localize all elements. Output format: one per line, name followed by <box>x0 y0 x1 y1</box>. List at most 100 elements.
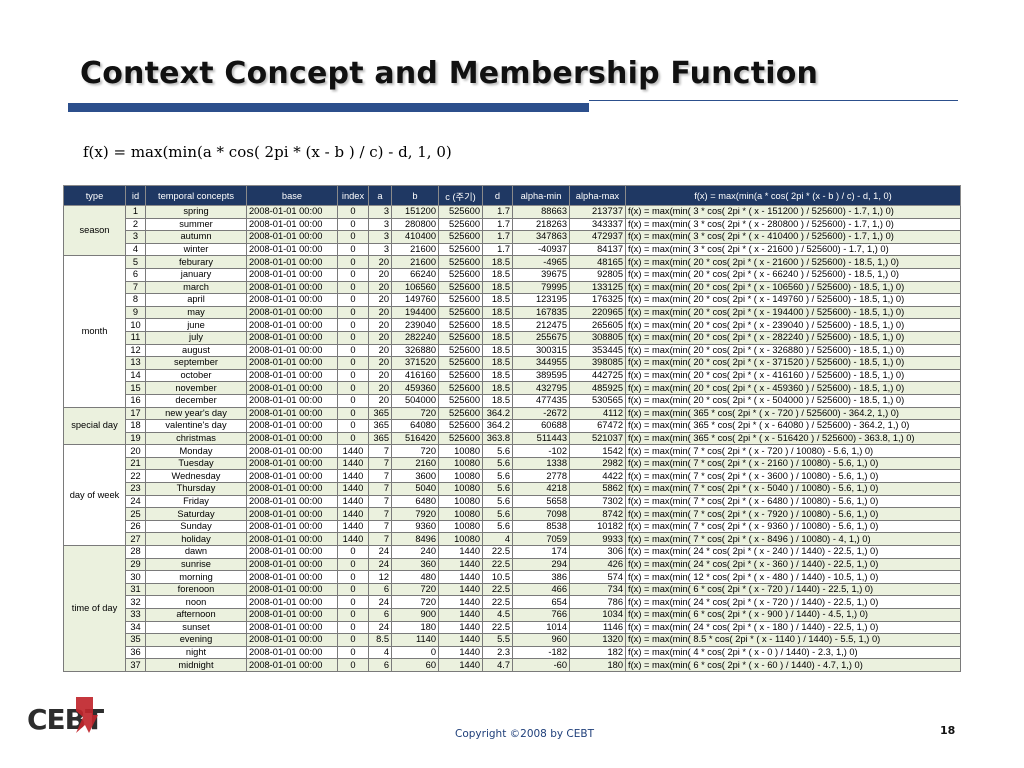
row-b-cell: 720 <box>391 595 439 609</box>
table-row: 13 september 2008-01-01 00:00 0 20 371520 5256… <box>64 356 961 370</box>
row-base-cell: 2008-01-01 00:00 <box>246 469 338 484</box>
row-alpha-min-cell: 389595 <box>512 368 570 383</box>
row-base-cell: 2008-01-01 00:00 <box>246 381 338 395</box>
row-index-cell: 0 <box>337 557 369 572</box>
row-id-cell: 3 <box>125 230 146 244</box>
row-alpha-max-cell: 92805 <box>569 267 626 282</box>
col-header-type: type <box>63 185 126 206</box>
row-b-cell: 180 <box>391 620 439 635</box>
row-a-cell: 20 <box>368 330 392 345</box>
table-row: 8 april 2008-01-01 00:00 0 20 149760 525600 18.… <box>64 293 961 307</box>
row-a-cell: 3 <box>368 230 392 244</box>
row-c-cell: 525600 <box>438 217 483 232</box>
row-a-cell: 7 <box>368 482 392 496</box>
row-base-cell: 2008-01-01 00:00 <box>246 267 338 282</box>
row-alpha-min-cell: 4218 <box>512 482 570 496</box>
row-alpha-min-cell: 5658 <box>512 494 570 509</box>
row-alpha-max-cell: 9933 <box>569 532 626 547</box>
row-index-cell: 0 <box>337 242 369 257</box>
table-row: 22 Wednesday 2008-01-01 00:00 1440 7 3600 1008… <box>64 469 961 484</box>
row-c-cell: 525600 <box>438 230 483 244</box>
row-c-cell: 525600 <box>438 205 483 219</box>
row-index-cell: 0 <box>337 217 369 232</box>
row-c-cell: 1440 <box>438 570 483 584</box>
row-c-cell: 1440 <box>438 658 483 672</box>
row-b-cell: 8496 <box>391 532 439 547</box>
row-d-cell: 4 <box>482 532 513 547</box>
row-concept-cell: october <box>145 368 247 383</box>
row-c-cell: 525600 <box>438 330 483 345</box>
row-index-cell: 0 <box>337 431 369 446</box>
row-a-cell: 20 <box>368 267 392 282</box>
row-concept-cell: Saturday <box>145 507 247 521</box>
row-alpha-min-cell: 123195 <box>512 293 570 307</box>
row-c-cell: 1440 <box>438 608 483 622</box>
row-function-cell: f(x) = max(min( 7 * cos( 2pi * ( x - 360… <box>625 469 961 484</box>
row-a-cell: 24 <box>368 545 392 559</box>
row-concept-cell: spring <box>145 205 247 219</box>
row-id-cell: 12 <box>125 343 146 358</box>
row-alpha-max-cell: 574 <box>569 570 626 584</box>
row-b-cell: 416160 <box>391 368 439 383</box>
row-alpha-max-cell: 398085 <box>569 356 626 370</box>
table-row: 25 Saturday 2008-01-01 00:00 1440 7 7920 10080… <box>64 507 961 521</box>
row-function-cell: f(x) = max(min( 7 * cos( 2pi * ( x - 216… <box>625 456 961 471</box>
table-row: 37 midnight 2008-01-01 00:00 0 6 60 1440 4.7 -60… <box>64 658 961 672</box>
row-c-cell: 525600 <box>438 343 483 358</box>
row-d-cell: 364.2 <box>482 419 513 433</box>
row-d-cell: 22.5 <box>482 545 513 559</box>
row-base-cell: 2008-01-01 00:00 <box>246 444 338 458</box>
row-id-cell: 32 <box>125 595 146 609</box>
row-id-cell: 14 <box>125 368 146 383</box>
row-b-cell: 720 <box>391 406 439 421</box>
slide-title: Context Concept and Membership Function <box>80 56 819 91</box>
row-concept-cell: afternoon <box>145 608 247 622</box>
row-c-cell: 10080 <box>438 456 483 471</box>
row-index-cell: 0 <box>337 381 369 395</box>
row-base-cell: 2008-01-01 00:00 <box>246 255 338 269</box>
row-a-cell: 24 <box>368 620 392 635</box>
table-header-row: type id temporal concepts base index a b… <box>63 185 961 206</box>
table-row: 10 june 2008-01-01 00:00 0 20 239040 525600 18.… <box>64 318 961 332</box>
row-concept-cell: november <box>145 381 247 395</box>
row-c-cell: 525600 <box>438 255 483 269</box>
row-a-cell: 24 <box>368 557 392 572</box>
row-base-cell: 2008-01-01 00:00 <box>246 519 338 534</box>
row-base-cell: 2008-01-01 00:00 <box>246 582 338 597</box>
row-concept-cell: forenoon <box>145 582 247 597</box>
row-d-cell: 18.5 <box>482 368 513 383</box>
cebt-logo: CEBT <box>27 697 119 737</box>
row-function-cell: f(x) = max(min( 6 * cos( 2pi * ( x - 60 … <box>625 658 961 672</box>
row-base-cell: 2008-01-01 00:00 <box>246 620 338 635</box>
row-index-cell: 0 <box>337 419 369 433</box>
row-c-cell: 525600 <box>438 318 483 332</box>
row-alpha-max-cell: 176325 <box>569 293 626 307</box>
row-concept-cell: midnight <box>145 658 247 672</box>
row-concept-cell: april <box>145 293 247 307</box>
row-alpha-max-cell: 442725 <box>569 368 626 383</box>
row-alpha-min-cell: -182 <box>512 645 570 660</box>
row-function-cell: f(x) = max(min( 24 * cos( 2pi * ( x - 36… <box>625 557 961 572</box>
row-index-cell: 0 <box>337 343 369 358</box>
group-type-cell: time of day <box>63 545 126 672</box>
row-a-cell: 20 <box>368 356 392 370</box>
row-concept-cell: feburary <box>145 255 247 269</box>
row-a-cell: 7 <box>368 519 392 534</box>
row-b-cell: 2160 <box>391 456 439 471</box>
row-c-cell: 525600 <box>438 305 483 320</box>
row-b-cell: 0 <box>391 645 439 660</box>
row-alpha-max-cell: 8742 <box>569 507 626 521</box>
row-function-cell: f(x) = max(min( 7 * cos( 2pi * ( x - 936… <box>625 519 961 534</box>
row-d-cell: 18.5 <box>482 280 513 295</box>
row-alpha-max-cell: 220965 <box>569 305 626 320</box>
row-concept-cell: evening <box>145 633 247 647</box>
row-alpha-max-cell: 84137 <box>569 242 626 257</box>
row-id-cell: 4 <box>125 242 146 257</box>
row-concept-cell: new year's day <box>145 406 247 421</box>
row-a-cell: 4 <box>368 645 392 660</box>
row-c-cell: 10080 <box>438 444 483 458</box>
row-alpha-max-cell: 67472 <box>569 419 626 433</box>
title-underline-bar <box>68 103 589 112</box>
row-d-cell: 5.6 <box>482 507 513 521</box>
row-base-cell: 2008-01-01 00:00 <box>246 431 338 446</box>
